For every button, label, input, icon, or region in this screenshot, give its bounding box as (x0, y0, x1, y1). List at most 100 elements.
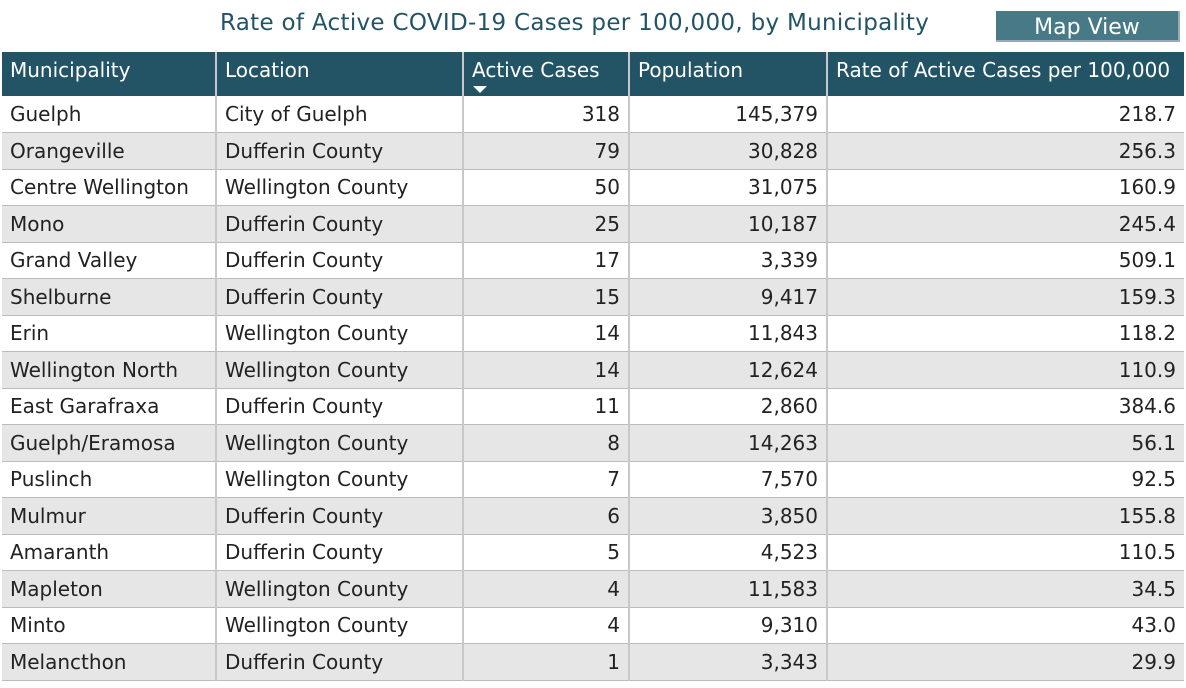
cell-municipality: Minto (2, 607, 216, 644)
cell-location: Dufferin County (215, 388, 463, 425)
cell-population: 31,075 (628, 169, 827, 206)
sort-down-icon (473, 86, 487, 93)
cell-rate: 34.5 (826, 570, 1184, 608)
cell-municipality: Guelph (2, 96, 216, 133)
cell-population: 12,624 (628, 351, 827, 389)
cell-location: Wellington County (215, 607, 463, 644)
municipality-table: Municipality Location Active Cases Popul… (2, 52, 1184, 681)
column-header-municipality[interactable]: Municipality (2, 52, 216, 96)
cell-municipality: Guelph/Eramosa (2, 424, 216, 462)
table-row[interactable]: Erin Wellington County 14 11,843 118.2 (2, 315, 1184, 352)
cell-population: 4,523 (628, 534, 827, 571)
cell-rate: 118.2 (826, 315, 1184, 352)
cell-location: Dufferin County (215, 497, 463, 535)
cell-location: Wellington County (215, 424, 463, 462)
cell-population: 7,570 (628, 461, 827, 498)
cell-municipality: Orangeville (2, 132, 216, 170)
cell-location: Wellington County (215, 570, 463, 608)
table-row[interactable]: Guelph/Eramosa Wellington County 8 14,263 56… (2, 424, 1184, 462)
cell-active-cases: 4 (462, 607, 629, 644)
table-row[interactable]: Puslinch Wellington County 7 7,570 92.5 (2, 461, 1184, 498)
cell-municipality: Puslinch (2, 461, 216, 498)
column-header-active-cases[interactable]: Active Cases (462, 52, 629, 96)
cell-population: 30,828 (628, 132, 827, 170)
column-header-population[interactable]: Population (628, 52, 827, 96)
table-row[interactable]: Mapleton Wellington County 4 11,583 34.5 (2, 570, 1184, 608)
cell-municipality: Mulmur (2, 497, 216, 535)
table-body: Guelph City of Guelph 318 145,379 218.7 Orang… (2, 96, 1184, 681)
cell-location: Wellington County (215, 169, 463, 206)
cell-population: 9,310 (628, 607, 827, 644)
cell-rate: 110.9 (826, 351, 1184, 389)
cell-active-cases: 14 (462, 351, 629, 389)
table-row[interactable]: Orangeville Dufferin County 79 30,828 256.3 (2, 132, 1184, 170)
cell-active-cases: 11 (462, 388, 629, 425)
cell-active-cases: 5 (462, 534, 629, 571)
cell-location: Wellington County (215, 351, 463, 389)
table-row[interactable]: Grand Valley Dufferin County 17 3,339 509.1 (2, 242, 1184, 279)
cell-active-cases: 318 (462, 96, 629, 133)
cell-active-cases: 25 (462, 205, 629, 243)
cell-location: Dufferin County (215, 242, 463, 279)
table-row[interactable]: Melancthon Dufferin County 1 3,343 29.9 (2, 643, 1184, 681)
cell-rate: 160.9 (826, 169, 1184, 206)
cell-active-cases: 4 (462, 570, 629, 608)
cell-location: Dufferin County (215, 132, 463, 170)
column-header-rate[interactable]: Rate of Active Cases per 100,000 (826, 52, 1184, 96)
column-header-active-cases-label: Active Cases (472, 58, 600, 82)
table-row[interactable]: Mulmur Dufferin County 6 3,850 155.8 (2, 497, 1184, 535)
table-row[interactable]: Shelburne Dufferin County 15 9,417 159.3 (2, 278, 1184, 316)
cell-location: Dufferin County (215, 205, 463, 243)
cell-rate: 256.3 (826, 132, 1184, 170)
cell-location: Wellington County (215, 461, 463, 498)
cell-active-cases: 8 (462, 424, 629, 462)
cell-active-cases: 6 (462, 497, 629, 535)
cell-municipality: Melancthon (2, 643, 216, 681)
table-row[interactable]: Centre Wellington Wellington County 50 31,0… (2, 169, 1184, 206)
cell-population: 3,343 (628, 643, 827, 681)
header-row: Municipality Location Active Cases Popul… (2, 52, 1184, 96)
cell-municipality: Mapleton (2, 570, 216, 608)
table-row[interactable]: Minto Wellington County 4 9,310 43.0 (2, 607, 1184, 644)
cell-municipality: Centre Wellington (2, 169, 216, 206)
cell-population: 11,583 (628, 570, 827, 608)
cell-municipality: Wellington North (2, 351, 216, 389)
cell-municipality: Amaranth (2, 534, 216, 571)
table-row[interactable]: Guelph City of Guelph 318 145,379 218.7 (2, 96, 1184, 133)
cell-rate: 29.9 (826, 643, 1184, 681)
table-row[interactable]: Amaranth Dufferin County 5 4,523 110.5 (2, 534, 1184, 571)
cell-active-cases: 1 (462, 643, 629, 681)
cell-population: 9,417 (628, 278, 827, 316)
cell-location: Dufferin County (215, 278, 463, 316)
cell-location: City of Guelph (215, 96, 463, 133)
cell-rate: 56.1 (826, 424, 1184, 462)
cell-rate: 218.7 (826, 96, 1184, 133)
cell-rate: 159.3 (826, 278, 1184, 316)
cell-population: 2,860 (628, 388, 827, 425)
table-row[interactable]: Mono Dufferin County 25 10,187 245.4 (2, 205, 1184, 243)
map-view-button[interactable]: Map View (996, 11, 1180, 42)
cell-rate: 384.6 (826, 388, 1184, 425)
cell-active-cases: 79 (462, 132, 629, 170)
cell-active-cases: 17 (462, 242, 629, 279)
cell-population: 14,263 (628, 424, 827, 462)
cell-rate: 509.1 (826, 242, 1184, 279)
column-header-location[interactable]: Location (215, 52, 463, 96)
cell-rate: 245.4 (826, 205, 1184, 243)
cell-population: 145,379 (628, 96, 827, 133)
cell-municipality: Mono (2, 205, 216, 243)
table-row[interactable]: East Garafraxa Dufferin County 11 2,860 384.… (2, 388, 1184, 425)
cell-location: Wellington County (215, 315, 463, 352)
cell-rate: 155.8 (826, 497, 1184, 535)
cell-municipality: Erin (2, 315, 216, 352)
cell-active-cases: 14 (462, 315, 629, 352)
cell-active-cases: 7 (462, 461, 629, 498)
cell-municipality: Grand Valley (2, 242, 216, 279)
page-title: Rate of Active COVID-19 Cases per 100,00… (220, 10, 930, 36)
table-row[interactable]: Wellington North Wellington County 14 12,62… (2, 351, 1184, 389)
cell-rate: 43.0 (826, 607, 1184, 644)
cell-population: 10,187 (628, 205, 827, 243)
cell-population: 3,850 (628, 497, 827, 535)
cell-location: Dufferin County (215, 643, 463, 681)
cell-population: 11,843 (628, 315, 827, 352)
